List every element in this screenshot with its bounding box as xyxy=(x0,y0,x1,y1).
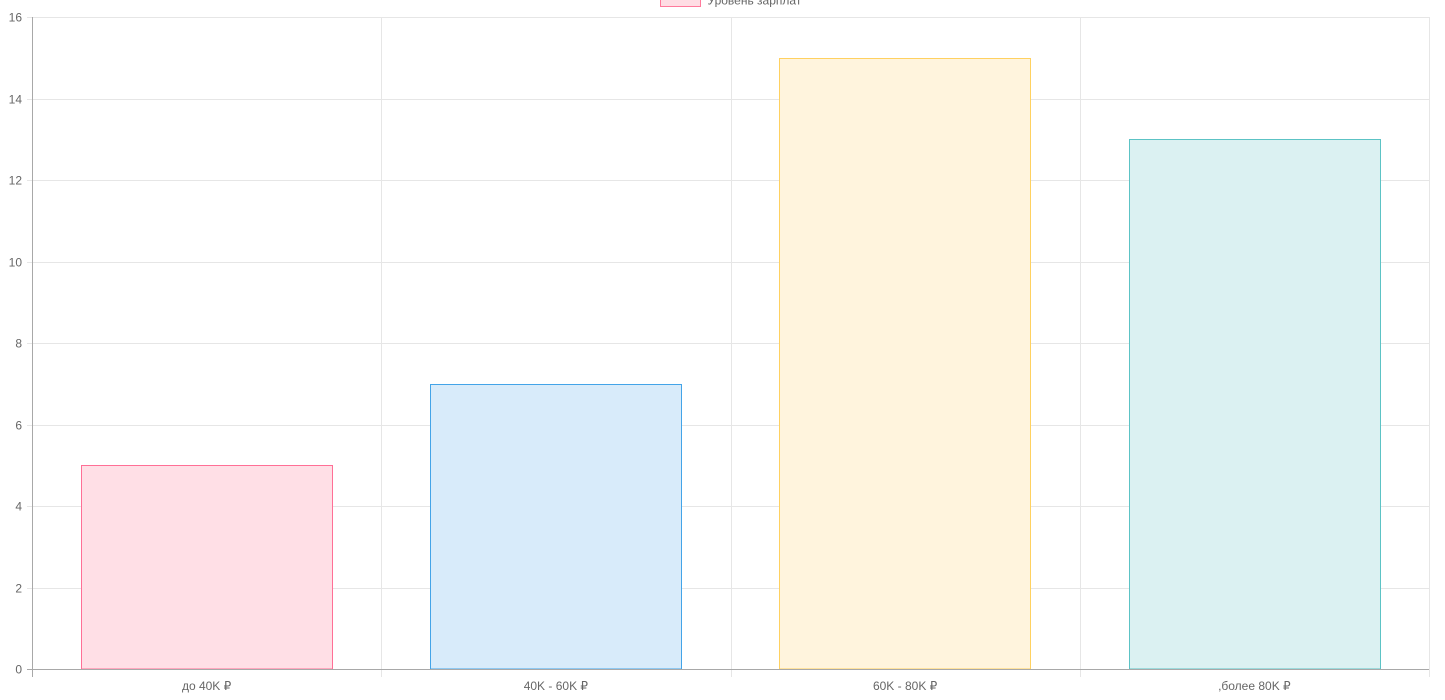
y-tick-label: 14 xyxy=(9,93,23,107)
y-tick-labels: 0 2 4 6 8 10 12 14 16 xyxy=(9,11,23,677)
y-tick-label: 0 xyxy=(15,663,22,677)
y-tick-label: 2 xyxy=(15,582,22,596)
axes xyxy=(27,17,1429,677)
y-tick-label: 12 xyxy=(9,174,23,188)
legend: Уровень зарплат xyxy=(660,0,802,8)
y-tick-label: 16 xyxy=(9,11,23,25)
bar[interactable] xyxy=(779,58,1031,670)
x-tick-label: 60K - 80K ₽ xyxy=(873,679,938,693)
y-tick-label: 4 xyxy=(15,500,22,514)
bar[interactable] xyxy=(81,465,333,670)
x-tick-labels: до 40K ₽ 40K - 60K ₽ 60K - 80K ₽ ,более 80K… xyxy=(182,679,1291,693)
x-tick-label: 40K - 60K ₽ xyxy=(524,679,589,693)
legend-label[interactable]: Уровень зарплат xyxy=(708,0,802,8)
x-tick-label: ,более 80K ₽ xyxy=(1218,679,1291,693)
y-tick-label: 6 xyxy=(15,419,22,433)
bar[interactable] xyxy=(430,384,682,670)
y-tick-label: 10 xyxy=(9,256,23,270)
x-tick-label: до 40K ₽ xyxy=(182,679,232,693)
legend-swatch[interactable] xyxy=(660,0,701,7)
bar[interactable] xyxy=(1129,139,1381,670)
bars xyxy=(81,58,1381,670)
y-tick-label: 8 xyxy=(15,337,22,351)
